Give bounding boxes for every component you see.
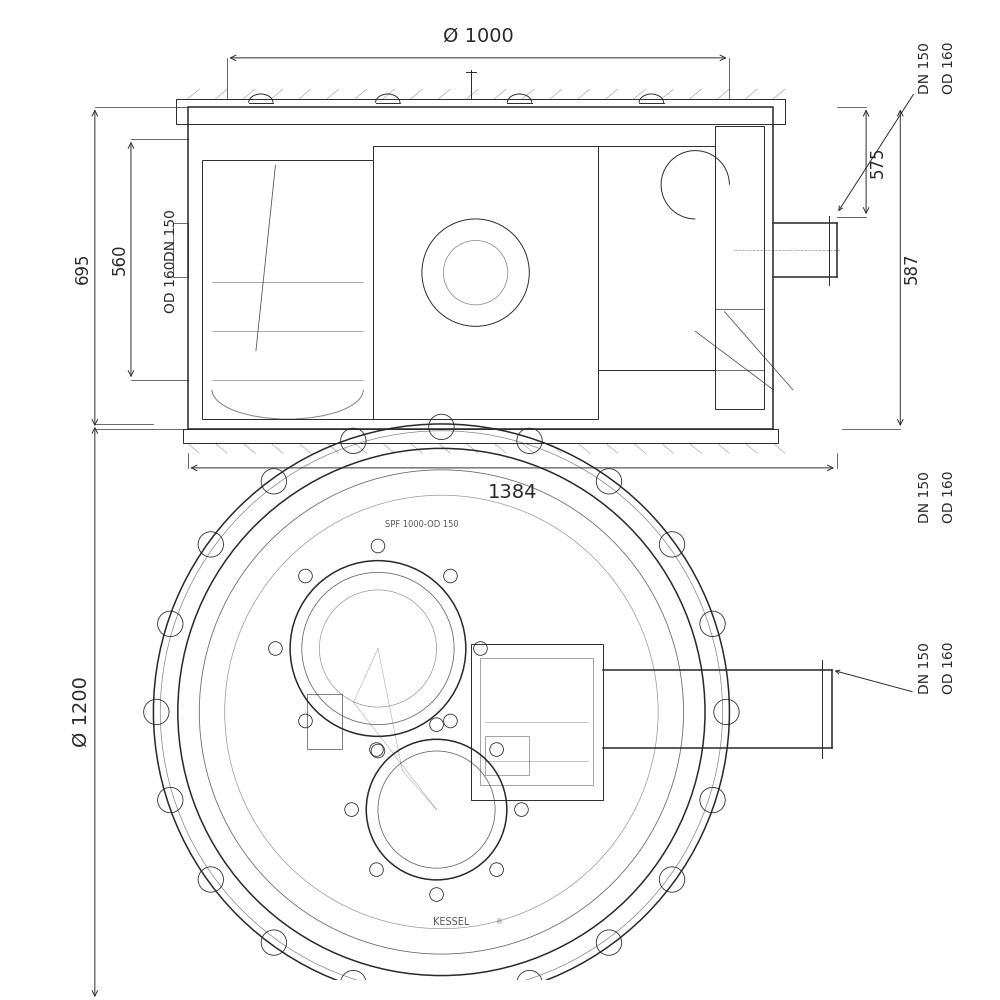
Text: DN 150: DN 150: [918, 42, 932, 94]
Text: DN 150: DN 150: [918, 642, 932, 694]
Text: Ø 1000: Ø 1000: [443, 26, 513, 45]
Text: OD 160: OD 160: [942, 471, 956, 523]
Text: Ø 1200: Ø 1200: [72, 677, 91, 747]
Text: 695: 695: [74, 252, 92, 284]
Text: DN 150: DN 150: [918, 471, 932, 523]
Text: 560: 560: [110, 244, 128, 275]
Text: 1384: 1384: [487, 483, 537, 502]
Text: 587: 587: [903, 252, 921, 284]
Text: OD 160: OD 160: [164, 261, 178, 313]
Text: DN 150: DN 150: [164, 209, 178, 261]
Text: ®: ®: [496, 919, 504, 925]
Text: SPF 1000-OD 150: SPF 1000-OD 150: [385, 520, 459, 529]
Text: 575: 575: [869, 146, 887, 178]
Text: KESSEL: KESSEL: [433, 917, 469, 927]
Text: OD 160: OD 160: [942, 41, 956, 94]
Text: OD 160: OD 160: [942, 642, 956, 694]
